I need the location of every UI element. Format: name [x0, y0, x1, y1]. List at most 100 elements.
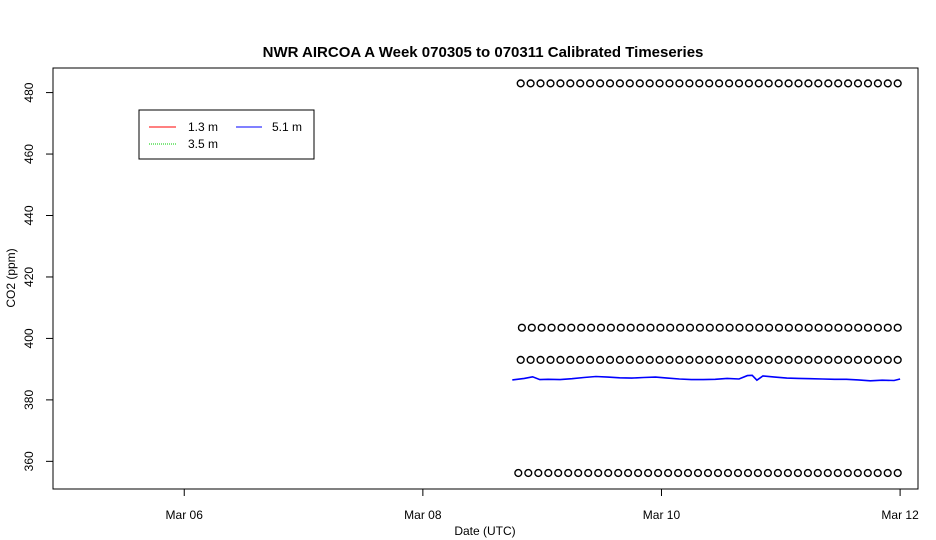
calibration-point: [595, 79, 605, 88]
calibration-point: [754, 355, 763, 365]
y-axis: 360 380 400 420 440 460 480: [22, 82, 53, 471]
calibration-point: [833, 468, 842, 478]
calibration-point: [843, 355, 853, 365]
x-tick-label: Mar 12: [881, 508, 919, 522]
calibration-point: [754, 79, 763, 88]
calibration-point: [853, 355, 863, 365]
calibration-point: [614, 468, 623, 478]
calibration-point: [883, 79, 892, 88]
calibration-point: [665, 79, 674, 88]
calibration-point: [834, 355, 843, 365]
calibration-point: [735, 323, 744, 332]
calibration-point: [547, 323, 556, 332]
calibration-point: [675, 79, 684, 88]
calibration-point: [605, 79, 615, 88]
calibration-point: [554, 468, 563, 478]
calibration-point: [584, 468, 593, 478]
calibration-point: [803, 468, 813, 478]
calibration-point: [695, 355, 704, 365]
calibration-point: [585, 355, 595, 365]
calibration-point: [764, 323, 774, 332]
calibration-point: [655, 355, 664, 365]
calibration-point: [685, 323, 695, 332]
calibration-point: [794, 323, 803, 332]
calibration-point: [685, 355, 694, 365]
calibration-point: [526, 355, 535, 365]
calibration-point: [784, 79, 793, 88]
calibration-point: [656, 323, 665, 332]
legend: 1.3 m 5.1 m 3.5 m: [138, 109, 315, 160]
calibration-point: [546, 79, 555, 88]
calibration-point: [824, 79, 833, 88]
calibration-point: [873, 79, 883, 88]
series-layer: [512, 374, 901, 382]
calibration-point: [853, 79, 863, 88]
calibration-point: [606, 323, 616, 332]
calibration-point: [645, 355, 654, 365]
y-axis-label: CO2 (ppm): [4, 248, 18, 307]
calibration-point: [615, 79, 625, 88]
y-tick-label: 460: [22, 144, 36, 164]
calibration-point: [873, 468, 882, 478]
calibration-point: [675, 323, 685, 332]
calibration-point: [544, 468, 553, 478]
calibration-point: [823, 468, 832, 478]
calibration-point: [834, 323, 843, 332]
calibration-point: [804, 323, 813, 332]
calibration-point: [675, 355, 684, 365]
calibration-point: [843, 468, 852, 478]
calibration-point: [744, 355, 754, 365]
calibration-point: [883, 323, 892, 332]
calibration-point: [804, 79, 813, 88]
calibration-point: [713, 468, 723, 478]
calibration-point: [813, 468, 822, 478]
calibration-point: [724, 79, 734, 88]
y-tick-label: 360: [22, 451, 36, 471]
legend-label-1-3m: 1.3 m: [188, 120, 218, 134]
calibration-point: [774, 323, 784, 332]
calibration-point: [745, 323, 754, 332]
x-tick-label: Mar 06: [166, 508, 204, 522]
calibration-point: [843, 79, 853, 88]
y-tick-label: 480: [22, 82, 36, 102]
calibration-point: [566, 355, 575, 365]
x-tick-label: Mar 10: [643, 508, 681, 522]
calibration-point: [844, 323, 853, 332]
calibration-point: [646, 323, 655, 332]
calibration-point: [794, 355, 803, 365]
calibration-point: [695, 323, 705, 332]
calibration-point: [893, 468, 902, 478]
calibration-point: [753, 468, 763, 478]
calibration-point: [556, 79, 565, 88]
calibration-point: [744, 79, 754, 88]
calibration-point: [595, 355, 605, 365]
calibration-point: [714, 79, 724, 88]
calibration-point: [755, 323, 764, 332]
calibration-point: [814, 355, 823, 365]
calibration-point: [586, 323, 596, 332]
calibration-point: [623, 468, 633, 478]
calibration-point: [853, 468, 862, 478]
calibration-points: [514, 79, 902, 478]
calibration-point: [663, 468, 673, 478]
calibration-point: [683, 468, 693, 478]
calibration-point: [524, 468, 533, 478]
calibration-point: [577, 323, 586, 332]
calibration-point: [794, 79, 803, 88]
calibration-point: [703, 468, 713, 478]
calibration-point: [537, 323, 546, 332]
calibration-point: [636, 323, 645, 332]
calibration-point: [666, 323, 675, 332]
calibration-point: [824, 355, 833, 365]
calibration-point: [863, 468, 872, 478]
calibration-point: [793, 468, 803, 478]
calibration-point: [763, 468, 773, 478]
calibration-point: [625, 355, 634, 365]
series-line: [512, 374, 901, 382]
legend-label-5-1m: 5.1 m: [272, 120, 302, 134]
calibration-point: [557, 323, 566, 332]
calibration-point: [705, 355, 714, 365]
legend-label-3-5m: 3.5 m: [188, 137, 218, 151]
